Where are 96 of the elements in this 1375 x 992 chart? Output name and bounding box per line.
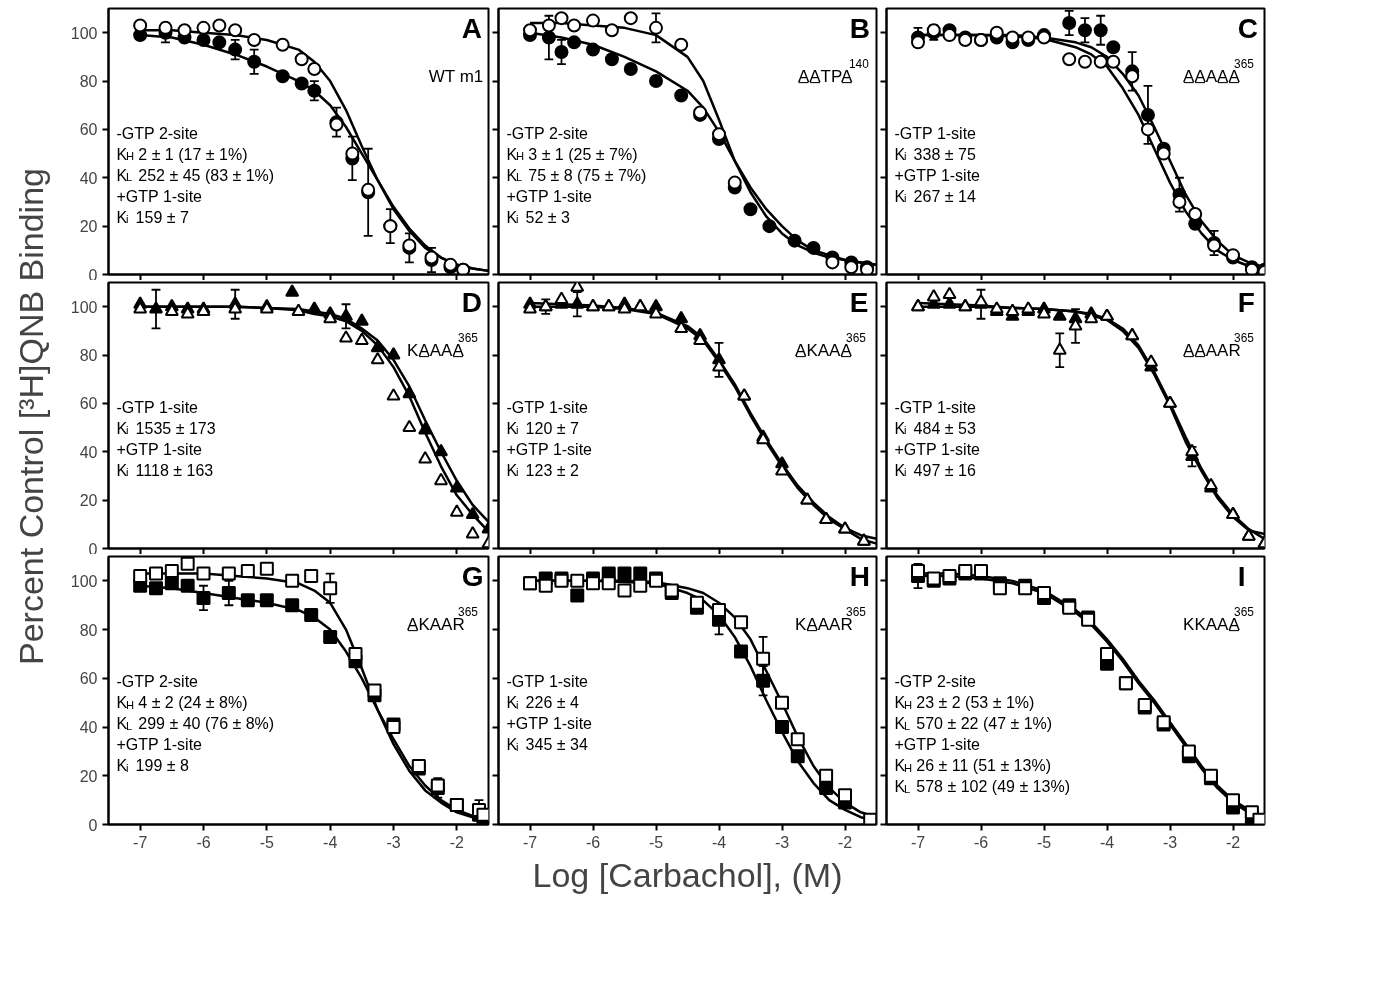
x-tick-label: -2: [1225, 833, 1241, 851]
y-tick-label: 80: [79, 621, 98, 639]
chart-title: F: [1237, 286, 1255, 318]
chart-title: G: [461, 560, 484, 592]
text: A̲KAAR365: [407, 604, 479, 634]
annotation: -GTP 1-site: [116, 398, 199, 416]
annotation: Ki 226 ± 4: [506, 694, 579, 712]
annotation: +GTP 1-site: [116, 736, 203, 754]
y-tick-label: 80: [79, 73, 98, 91]
x-tick-label: -3: [386, 833, 401, 851]
text: KKAAA̲365: [1183, 604, 1255, 634]
annotation: Ki 159 ± 7: [116, 208, 189, 226]
annotation: Ki 484 ± 53: [894, 419, 976, 437]
annotation: Ki 123 ± 2: [506, 461, 579, 479]
y-tick-label: 100: [70, 24, 98, 42]
y-tick-label: 60: [79, 395, 98, 413]
annotation: -GTP 2-site: [506, 124, 589, 142]
y-axis-title: Percent Control [³H]QNB Binding: [11, 168, 50, 665]
y-tick-label: 40: [79, 443, 98, 461]
annotation: +GTP 1-site: [894, 166, 981, 184]
y-tick-label: 20: [79, 218, 98, 236]
chart-title: H: [849, 560, 871, 592]
x-tick-label: -6: [585, 833, 601, 851]
annotation: +GTP 1-site: [116, 440, 203, 458]
annotation: -GTP 1-site: [506, 673, 589, 691]
y-tick-label: 60: [79, 670, 98, 688]
x-tick-label: -5: [259, 833, 275, 851]
y-tick-label: 0: [88, 266, 98, 284]
x-tick-label: -4: [711, 833, 727, 851]
annotation: Ki 1535 ± 173: [116, 419, 216, 437]
annotation: -GTP 2-site: [894, 673, 977, 691]
annotation: Ki 338 ± 75: [894, 145, 976, 163]
x-tick-label: -4: [1099, 833, 1115, 851]
annotation: +GTP 1-site: [116, 187, 203, 205]
y-tick-label: 20: [79, 767, 98, 785]
annotation: Ki 345 ± 34: [506, 736, 588, 754]
annotation: +GTP 1-site: [506, 440, 593, 458]
annotation: +GTP 1-site: [506, 187, 593, 205]
chart-title: B: [849, 12, 871, 44]
text: KA̲AAA̲365: [407, 330, 479, 360]
annotation: Ki 120 ± 7: [506, 419, 579, 437]
x-tick-label: -2: [449, 833, 465, 851]
y-tick-label: 60: [79, 121, 98, 139]
y-tick-label: 0: [88, 540, 98, 558]
annotation: -GTP 1-site: [894, 124, 977, 142]
annotation: KH 3 ± 1 (25 ± 7%): [506, 145, 638, 163]
y-tick-label: 100: [70, 572, 98, 590]
annotation: +GTP 1-site: [894, 736, 981, 754]
annotation: -GTP 1-site: [506, 398, 589, 416]
x-tick-label: -3: [1162, 833, 1178, 851]
text: A̲KAAA̲365: [795, 330, 867, 360]
annotation: -GTP 2-site: [116, 673, 199, 691]
x-tick-label: -6: [196, 833, 211, 851]
annotation: Ki 199 ± 8: [116, 757, 189, 775]
x-tick-label: -2: [837, 833, 853, 851]
annotation: KL 252 ± 45 (83 ± 1%): [116, 166, 275, 184]
y-tick-label: 40: [79, 719, 98, 737]
annotation: KH 26 ± 11 (51 ± 13%): [894, 757, 1051, 775]
text: A̲A̲AA̲A̲365: [1183, 56, 1255, 86]
y-tick-label: 100: [70, 298, 98, 316]
annotation: KH 4 ± 2 (24 ± 8%): [116, 694, 248, 712]
text: A̲A̲AAR365: [1183, 330, 1255, 360]
chart-title: C: [1237, 12, 1259, 44]
text: WT m1: [428, 66, 484, 86]
x-tick-label: -6: [973, 833, 989, 851]
chart-title: A: [461, 12, 483, 44]
annotation: Ki 1118 ± 163: [116, 461, 214, 479]
annotation: Ki 497 ± 16: [894, 461, 976, 479]
annotation: Ki 267 ± 14: [894, 187, 976, 205]
annotation: Ki 52 ± 3: [506, 208, 571, 226]
annotation: KL 570 ± 22 (47 ± 1%): [894, 715, 1053, 733]
y-tick-label: 20: [79, 492, 98, 510]
y-tick-label: 80: [79, 347, 98, 365]
chart-title: I: [1237, 560, 1246, 592]
x-axis-title: Log [Carbachol], (M): [532, 855, 843, 894]
y-tick-label: 0: [88, 816, 98, 834]
annotation: +GTP 1-site: [894, 440, 981, 458]
annotation: +GTP 1-site: [506, 715, 593, 733]
chart-title: E: [849, 286, 869, 318]
annotation: KH 2 ± 1 (17 ± 1%): [116, 145, 248, 163]
x-tick-label: -5: [648, 833, 664, 851]
x-tick-label: -7: [133, 833, 148, 851]
x-tick-label: -3: [774, 833, 790, 851]
text: KA̲AAR365: [795, 604, 867, 634]
annotation: KL 75 ± 8 (75 ± 7%): [506, 166, 647, 184]
x-tick-label: -5: [1036, 833, 1052, 851]
annotation: -GTP 2-site: [116, 124, 199, 142]
annotation: -GTP 1-site: [894, 398, 977, 416]
y-tick-label: 40: [79, 169, 98, 187]
chart-title: D: [461, 286, 483, 318]
annotation: KH 23 ± 2 (53 ± 1%): [894, 694, 1035, 712]
annotation: KL 299 ± 40 (76 ± 8%): [116, 715, 275, 733]
annotation: KL 578 ± 102 (49 ± 13%): [894, 778, 1070, 796]
x-tick-label: -7: [522, 833, 538, 851]
x-tick-label: -7: [910, 833, 926, 851]
x-tick-label: -4: [323, 833, 338, 851]
